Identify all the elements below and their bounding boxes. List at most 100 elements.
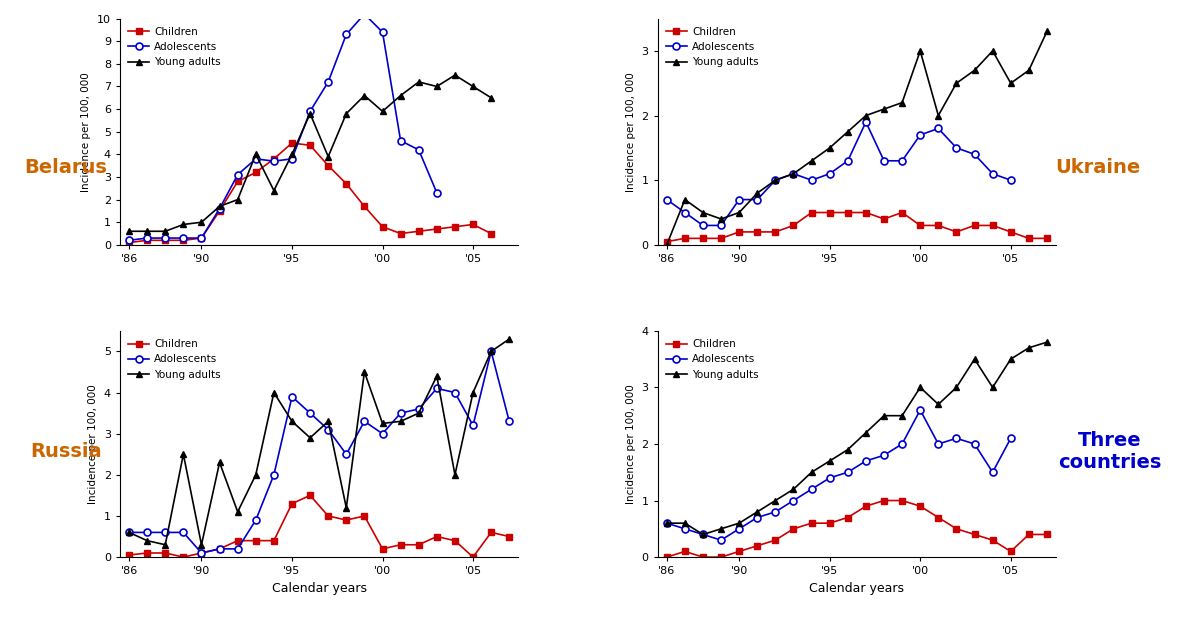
Children	[176, 236, 191, 244]
Children	[895, 209, 910, 216]
Young adults	[122, 529, 137, 536]
Young adults	[859, 429, 874, 436]
Children	[768, 228, 782, 236]
Adolescents	[1003, 435, 1018, 442]
Young adults	[466, 389, 480, 396]
Young adults	[678, 196, 692, 203]
Children	[358, 513, 372, 520]
Young adults	[140, 228, 155, 235]
Adolescents	[122, 529, 137, 536]
Adolescents	[302, 409, 317, 417]
Young adults	[949, 384, 964, 391]
Children	[714, 553, 728, 561]
Children	[140, 549, 155, 556]
Young adults	[967, 355, 982, 363]
Children	[750, 542, 764, 550]
Children	[430, 533, 444, 540]
Adolescents	[768, 176, 782, 184]
Young adults	[284, 418, 299, 425]
Young adults	[949, 79, 964, 87]
X-axis label: Calendar years: Calendar years	[271, 582, 367, 595]
Children	[266, 155, 281, 163]
Young adults	[140, 537, 155, 544]
Text: Belarus: Belarus	[24, 158, 108, 176]
Children	[678, 548, 692, 555]
Young adults	[714, 525, 728, 532]
Legend: Children, Adolescents, Young adults: Children, Adolescents, Young adults	[125, 24, 224, 71]
Children	[302, 142, 317, 149]
Adolescents	[714, 537, 728, 544]
Young adults	[430, 373, 444, 380]
Adolescents	[158, 529, 173, 536]
Young adults	[768, 176, 782, 184]
Children	[696, 235, 710, 242]
Children	[913, 222, 928, 229]
Young adults	[696, 530, 710, 538]
Adolescents	[322, 426, 336, 433]
Young adults	[266, 389, 281, 396]
Text: Three
countries: Three countries	[1058, 431, 1162, 472]
Young adults	[266, 187, 281, 194]
Line: Adolescents: Adolescents	[126, 348, 512, 556]
Children	[822, 519, 836, 527]
Children	[877, 497, 892, 504]
Children	[248, 537, 263, 544]
Children	[931, 514, 946, 521]
Young adults	[804, 157, 818, 165]
Children	[985, 537, 1000, 544]
Young adults	[1021, 67, 1036, 74]
Adolescents	[967, 150, 982, 158]
Children	[484, 529, 498, 536]
Adolescents	[248, 155, 263, 163]
Children	[750, 228, 764, 236]
Children	[786, 222, 800, 229]
Children	[322, 162, 336, 170]
Children	[248, 169, 263, 176]
Line: Children: Children	[664, 210, 1050, 245]
Young adults	[822, 144, 836, 152]
Adolescents	[212, 205, 227, 212]
Adolescents	[266, 157, 281, 165]
Young adults	[484, 348, 498, 355]
Adolescents	[804, 485, 818, 493]
Young adults	[931, 400, 946, 408]
Adolescents	[786, 170, 800, 178]
Adolescents	[660, 196, 674, 203]
Children	[678, 235, 692, 242]
Line: Young adults: Young adults	[126, 335, 512, 548]
Adolescents	[122, 236, 137, 244]
Children	[448, 223, 462, 230]
Legend: Children, Adolescents, Young adults: Children, Adolescents, Young adults	[125, 336, 224, 383]
Children	[660, 238, 674, 245]
Children	[194, 235, 209, 242]
Young adults	[877, 412, 892, 420]
Adolescents	[394, 409, 408, 417]
Adolescents	[1003, 176, 1018, 184]
Children	[859, 209, 874, 216]
Adolescents	[466, 422, 480, 429]
Adolescents	[967, 440, 982, 448]
Line: Children: Children	[126, 141, 494, 245]
Children	[158, 549, 173, 556]
Adolescents	[678, 209, 692, 216]
Y-axis label: Incidence per 100, 000: Incidence per 100, 000	[626, 384, 636, 504]
Adolescents	[430, 189, 444, 196]
Children	[230, 537, 245, 544]
Adolescents	[394, 137, 408, 144]
Young adults	[660, 519, 674, 527]
Y-axis label: Incidence per 100, 000: Incidence per 100, 000	[82, 72, 91, 192]
Adolescents	[804, 176, 818, 184]
Adolescents	[768, 508, 782, 516]
Young adults	[786, 485, 800, 493]
Children	[122, 552, 137, 559]
Young adults	[248, 150, 263, 158]
Children	[466, 221, 480, 228]
Children	[212, 545, 227, 553]
Children	[176, 553, 191, 561]
Text: Russia: Russia	[30, 443, 102, 461]
Children	[895, 497, 910, 504]
Line: Young adults: Young adults	[664, 339, 1050, 538]
Young adults	[1039, 339, 1054, 346]
Children	[430, 225, 444, 233]
Young adults	[985, 384, 1000, 391]
